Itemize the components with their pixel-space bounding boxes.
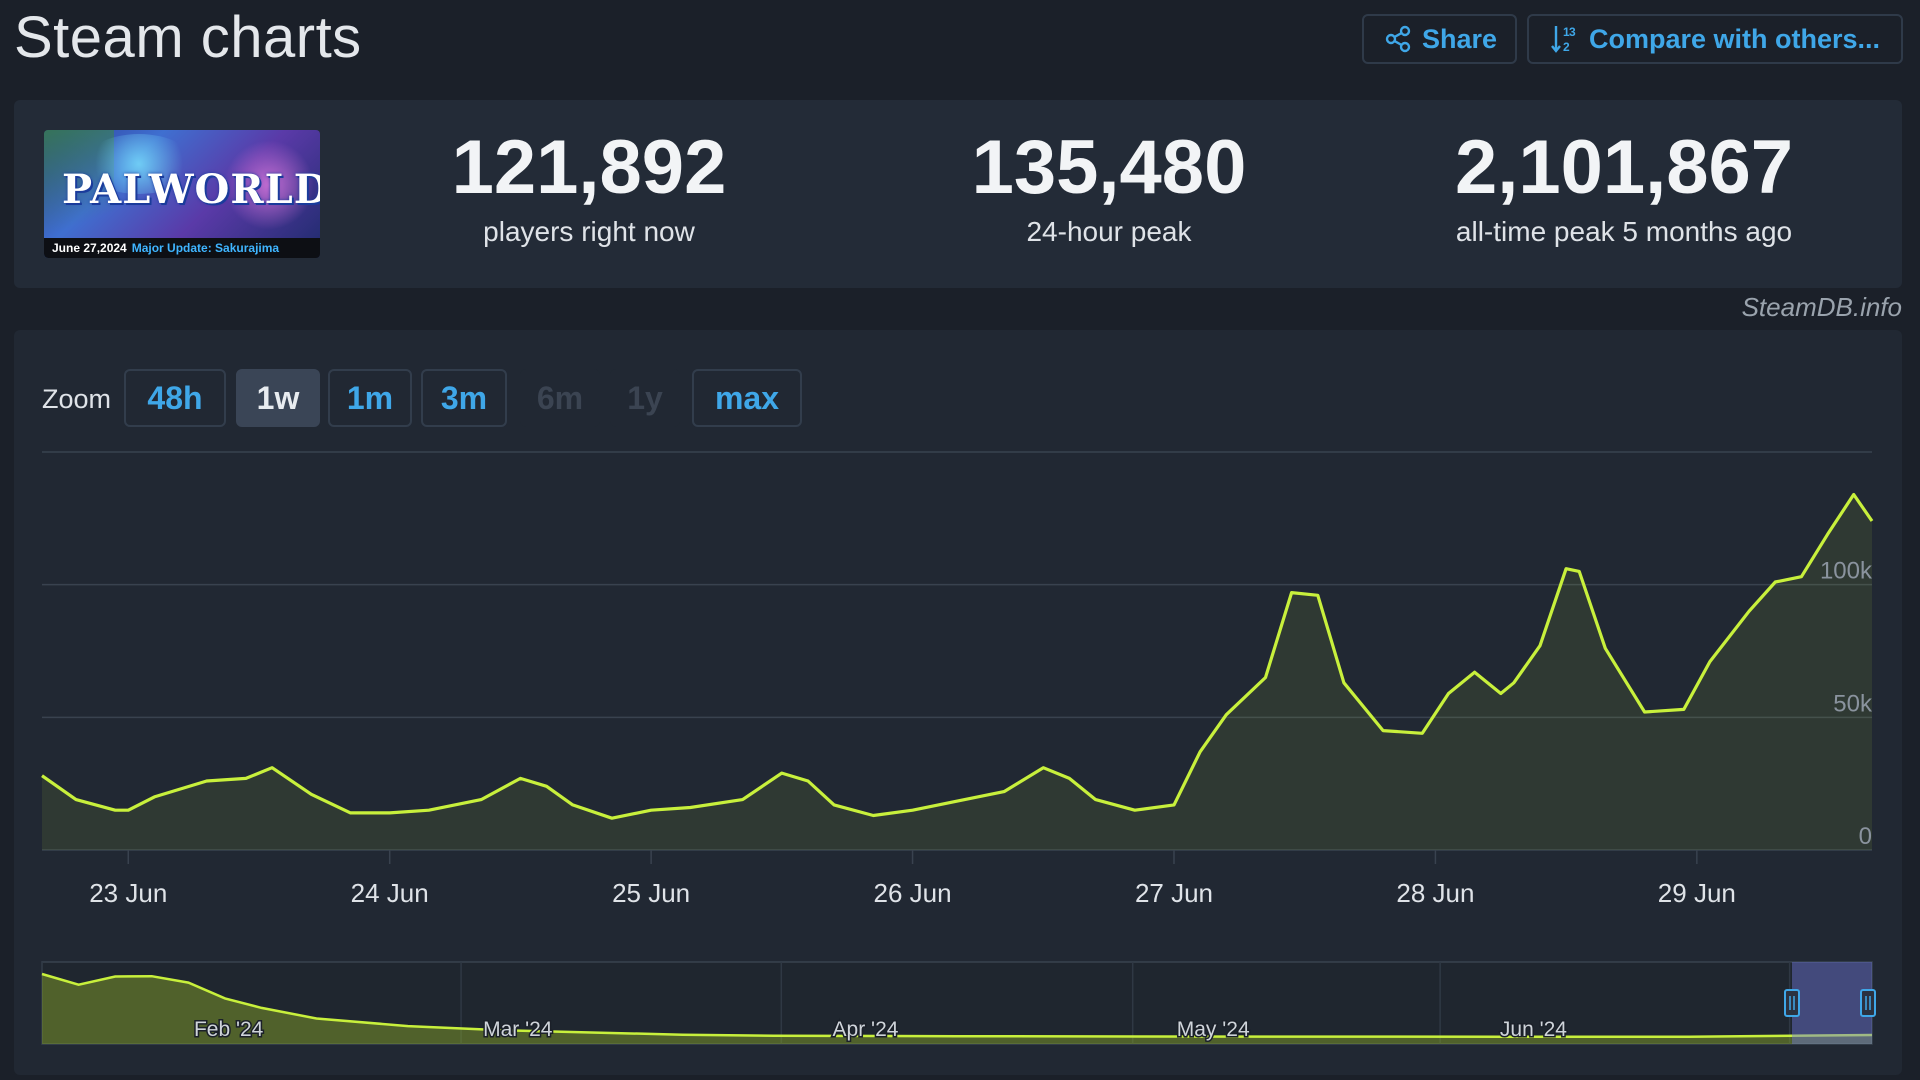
zoom-button-3m[interactable]: 3m xyxy=(421,369,507,427)
zoom-button-1w[interactable]: 1w xyxy=(236,369,320,427)
svg-text:3: 3 xyxy=(1569,25,1576,39)
series-line xyxy=(41,492,1874,820)
y-tick-label: 50k xyxy=(1833,690,1873,717)
x-tick-label: 23 Jun xyxy=(89,878,167,908)
page-title: Steam charts xyxy=(14,5,362,70)
banner-update: Major Update: Sakurajima xyxy=(131,241,280,255)
navigator-month-label: May '24 xyxy=(1177,1018,1250,1041)
stat-current-players: 121,892 players right now xyxy=(414,130,764,248)
source-credit: SteamDB.info xyxy=(1741,292,1902,322)
x-tick-label: 28 Jun xyxy=(1396,878,1474,908)
stat-value: 2,101,867 xyxy=(1454,125,1794,210)
navigator-month-label: Feb '24 xyxy=(194,1018,264,1041)
navigator-handle-left[interactable] xyxy=(1784,989,1800,1017)
stat-label: all-time peak 5 months ago xyxy=(1455,216,1793,247)
stats-panel: PALWORLD June 27,2024 Major Update: Saku… xyxy=(14,100,1902,288)
zoom-button-48h[interactable]: 48h xyxy=(124,369,226,427)
zoom-label: Zoom xyxy=(42,384,112,414)
zoom-button-1y: 1y xyxy=(610,369,680,427)
chart-panel xyxy=(14,330,1902,1075)
share-icon xyxy=(1385,25,1411,53)
x-tick-label: 25 Jun xyxy=(612,878,690,908)
game-banner[interactable]: PALWORLD June 27,2024 Major Update: Saku… xyxy=(44,130,320,258)
y-tick-label: 0 xyxy=(1859,823,1872,850)
stat-label: 24-hour peak xyxy=(1026,216,1192,247)
x-tick-label: 27 Jun xyxy=(1135,878,1213,908)
navigator-month-label: Apr '24 xyxy=(833,1018,899,1041)
compare-label: Compare with others... xyxy=(1589,23,1881,54)
zoom-button-max[interactable]: max xyxy=(692,369,802,427)
y-tick-label: 100k xyxy=(1820,558,1873,585)
game-logo: PALWORLD xyxy=(62,166,320,213)
stat-value: 135,480 xyxy=(971,125,1247,210)
stat-label: players right now xyxy=(483,216,695,247)
share-label: Share xyxy=(1422,23,1498,54)
navigator-month-label: Jun '24 xyxy=(1500,1018,1567,1041)
stat-24h-peak: 135,480 24-hour peak xyxy=(934,130,1284,248)
compare-button[interactable]: 1 3 2 Compare with others... xyxy=(1527,14,1903,64)
navigator-month-label: Mar '24 xyxy=(483,1018,553,1041)
banner-glow xyxy=(84,134,194,194)
stat-value: 121,892 xyxy=(451,125,727,210)
zoom-button-6m: 6m xyxy=(520,369,600,427)
navigator-selection[interactable] xyxy=(1792,962,1872,1044)
navigator-line xyxy=(41,972,1873,1039)
navigator-handle-right[interactable] xyxy=(1860,989,1876,1017)
zoom-button-1m[interactable]: 1m xyxy=(328,369,412,427)
banner-date: June 27,2024 xyxy=(52,241,127,255)
x-tick-label: 26 Jun xyxy=(874,878,952,908)
sort-numeric-icon: 1 3 2 xyxy=(1551,25,1576,54)
stat-all-time-peak: 2,101,867 all-time peak 5 months ago xyxy=(1424,130,1824,248)
banner-caption: June 27,2024 Major Update: Sakurajima xyxy=(44,238,320,258)
banner-glow xyxy=(224,140,314,230)
x-tick-label: 24 Jun xyxy=(351,878,429,908)
share-button[interactable]: Share xyxy=(1362,14,1517,64)
svg-text:2: 2 xyxy=(1563,40,1570,54)
svg-text:1: 1 xyxy=(1563,25,1570,39)
series-area xyxy=(42,494,1872,850)
x-tick-label: 29 Jun xyxy=(1658,878,1736,908)
